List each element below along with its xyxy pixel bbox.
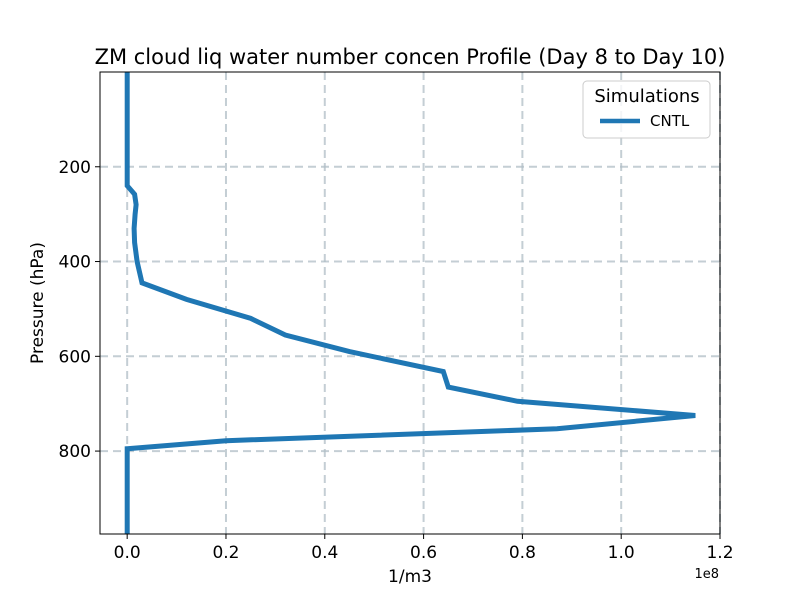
y-axis-ticks: 200 400 600 800 [59,158,100,462]
x-axis-ticks: 0.0 0.2 0.4 0.6 0.8 1.0 1.2 [114,534,734,563]
legend-title: Simulations [594,86,699,107]
y-tick-label: 600 [59,347,91,367]
plot-frame [99,71,721,535]
legend-box [582,80,711,139]
legend: Simulations CNTL [582,80,711,139]
chart-title: ZM cloud liq water number concen Profile… [95,45,726,69]
x-tick-label: 1.0 [608,543,635,563]
x-tick-label: 1.2 [706,543,733,563]
y-axis-title: Pressure (hPa) [28,242,48,364]
y-tick-label: 200 [59,158,91,178]
x-axis-title: 1/m3 [388,567,432,587]
y-tick-label: 400 [59,253,91,273]
x-tick-label: 0.8 [509,543,536,563]
series-layer [124,72,696,534]
x-tick-label: 0.4 [311,543,338,563]
y-tick-label: 800 [59,442,91,462]
series-line-cntl [124,72,696,534]
x-tick-label: 0.0 [114,543,141,563]
x-axis-offset-label: 1e8 [694,567,719,582]
x-tick-label: 0.2 [212,543,239,563]
legend-label-cntl: CNTL [650,112,690,130]
x-tick-label: 0.6 [410,543,437,563]
